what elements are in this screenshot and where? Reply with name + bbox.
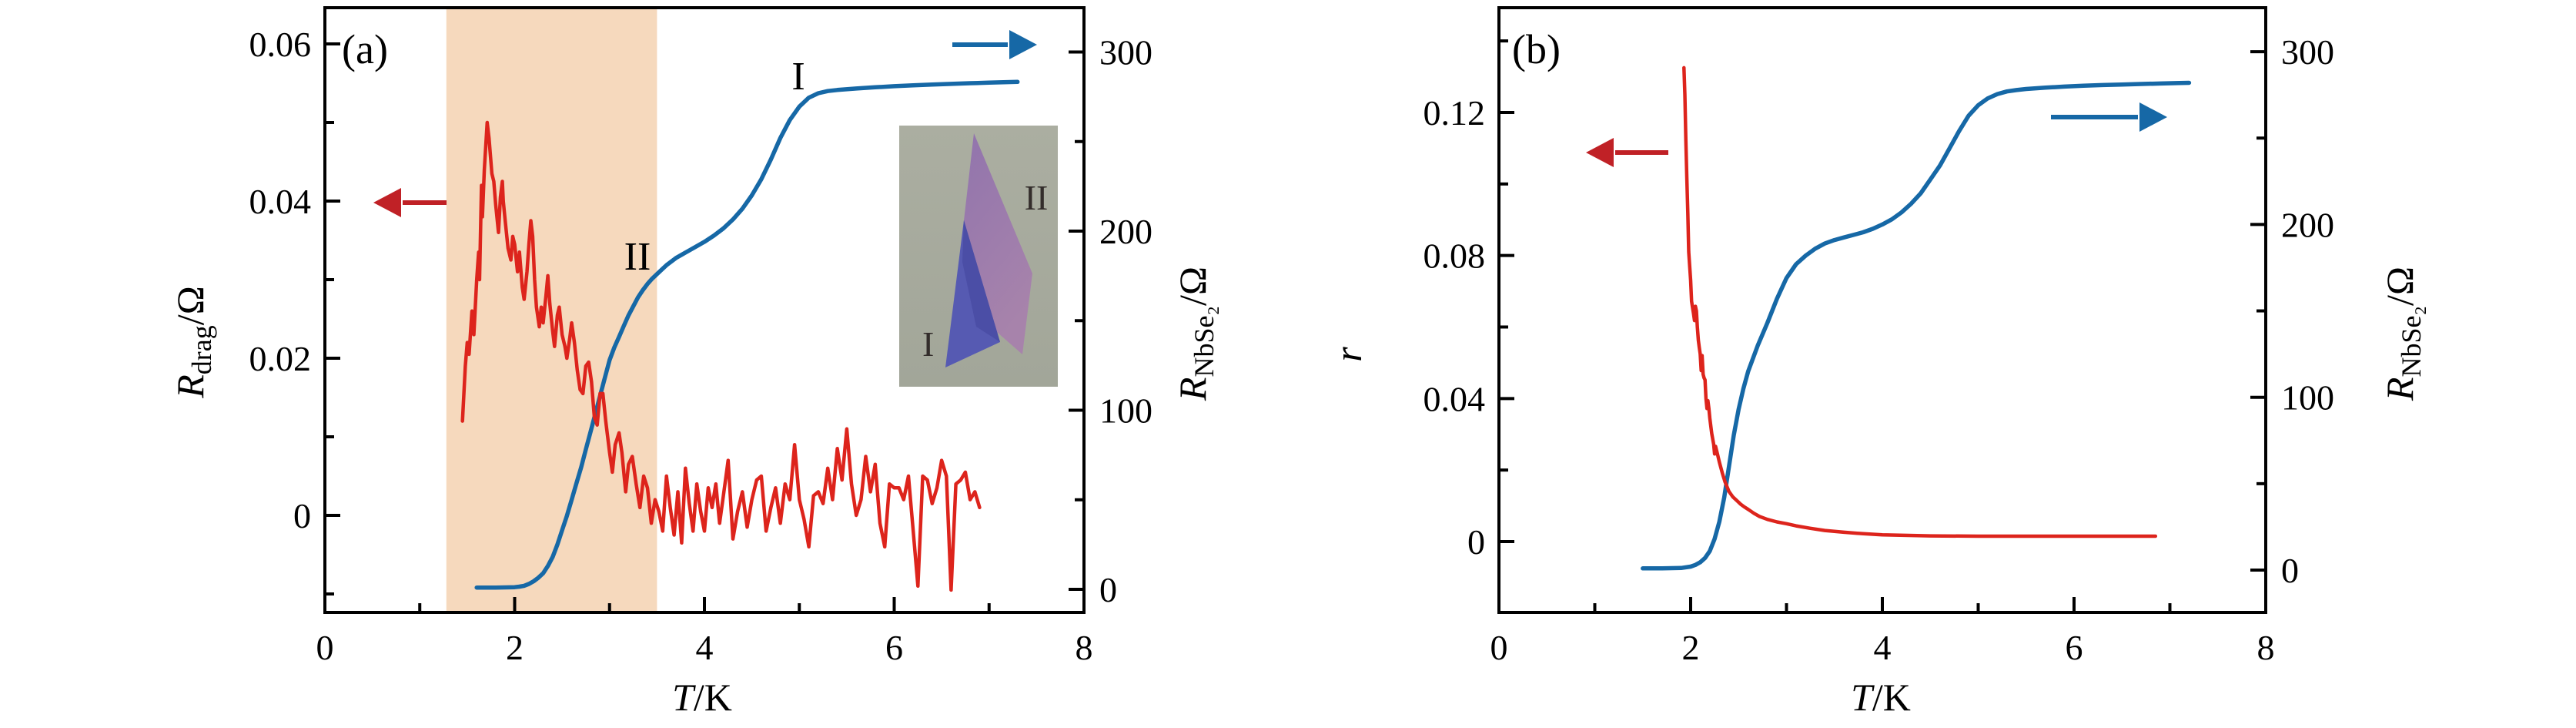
flake-overlap bbox=[962, 220, 1000, 342]
x-tick-label: 2 bbox=[506, 628, 524, 667]
x-tick-label: 4 bbox=[696, 628, 714, 667]
r-ratio-curve bbox=[1682, 65, 2158, 538]
curve-label-II: II bbox=[624, 235, 651, 279]
ylabel-rdrag: Rdrag/Ω bbox=[169, 286, 217, 399]
inset-label-ii: II bbox=[1025, 178, 1049, 217]
right-tick-label: 0 bbox=[2281, 551, 2299, 590]
left-tick-label: 0.02 bbox=[249, 339, 312, 378]
left-tick-label: 0.06 bbox=[249, 25, 312, 64]
ylabel-r: r bbox=[1326, 347, 1370, 362]
right-axis-arrow-a-head bbox=[1009, 30, 1037, 59]
left-tick-label: 0 bbox=[1467, 522, 1485, 562]
right-tick-label: 300 bbox=[1099, 33, 1153, 72]
r-nbse2-curve-a bbox=[474, 79, 1020, 590]
right-tick-label: 200 bbox=[2281, 205, 2334, 244]
right-axis-arrow-b-head bbox=[2139, 102, 2167, 132]
left-tick-label: 0.08 bbox=[1423, 237, 1486, 276]
right-tick-label: 200 bbox=[1099, 212, 1153, 251]
r-nbse2-curve-b bbox=[1641, 80, 2192, 571]
x-tick-label: 8 bbox=[1076, 628, 1093, 667]
ylabel-rnbse2-b: RNbSe₂/Ω bbox=[2378, 267, 2427, 401]
r-drag-curve bbox=[460, 120, 982, 592]
left-axis-arrow-a-head bbox=[373, 188, 401, 217]
xlabel-a: T/K bbox=[672, 676, 732, 719]
left-tick-label: 0.04 bbox=[249, 182, 312, 221]
curve-label-I: I bbox=[791, 55, 805, 99]
right-tick-label: 100 bbox=[1099, 391, 1153, 431]
panel-a-letter: (a) bbox=[342, 26, 388, 72]
left-tick-label: 0.12 bbox=[1423, 93, 1486, 133]
panel-b-letter: (b) bbox=[1512, 26, 1561, 72]
ylabel-rnbse2-a: RNbSe₂/Ω bbox=[1171, 267, 1219, 401]
right-tick-label: 0 bbox=[1099, 570, 1117, 609]
left-axis-arrow-b-head bbox=[1586, 138, 1614, 167]
plot-frame-b bbox=[1497, 6, 2267, 614]
xlabel-b: T/K bbox=[1851, 676, 1911, 719]
x-tick-label: 4 bbox=[1874, 628, 1892, 667]
x-tick-label: 0 bbox=[316, 628, 334, 667]
left-tick-label: 0 bbox=[293, 496, 311, 535]
flake-ii bbox=[960, 133, 1032, 354]
x-tick-label: 2 bbox=[1682, 628, 1700, 667]
inset-label-i: I bbox=[922, 324, 934, 364]
x-tick-label: 6 bbox=[2066, 628, 2083, 667]
sample-photo-inset: I II bbox=[899, 126, 1058, 387]
x-tick-label: 6 bbox=[885, 628, 903, 667]
left-tick-label: 0.04 bbox=[1423, 379, 1486, 418]
right-tick-label: 100 bbox=[2281, 378, 2334, 418]
x-tick-label: 8 bbox=[2257, 628, 2275, 667]
x-tick-label: 0 bbox=[1490, 628, 1508, 667]
right-tick-label: 300 bbox=[2281, 32, 2334, 72]
